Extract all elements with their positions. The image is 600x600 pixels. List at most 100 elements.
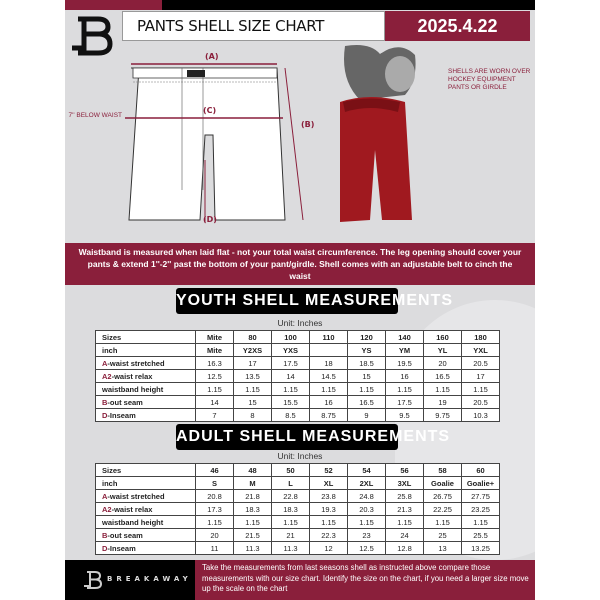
measure-label: Sizes [102, 465, 122, 475]
table-cell: 18.3 [271, 502, 310, 516]
table-cell: 1.15 [233, 515, 272, 529]
table-cell: 18.5 [347, 356, 386, 370]
table-cell: 27.75 [461, 489, 500, 503]
table-cell: 22.3 [309, 528, 348, 542]
table-cell: 18 [309, 356, 348, 370]
row-label: waistband height [95, 515, 196, 529]
table-cell: 12 [309, 541, 348, 555]
table-row: inch Mite Y2XS YXS YS YM YL YXL [95, 343, 500, 357]
table-cell [309, 343, 348, 357]
measure-code: B [102, 530, 108, 540]
table-cell: 20 [195, 528, 234, 542]
table-cell: 24.8 [347, 489, 386, 503]
top-bar [162, 0, 535, 10]
measure-label: -out seam [107, 530, 143, 540]
youth-unit-label: Unit: Inches [277, 318, 323, 328]
table-row: A-waist stretched 16.3 17 17.5 18 18.5 19.5 20 2… [95, 356, 500, 370]
table-cell: 100 [271, 330, 310, 344]
table-cell: 1.15 [195, 382, 234, 396]
table-row: D-Inseam 7 8 8.5 8.75 9 9.5 9.75 10.3 [95, 408, 500, 422]
table-cell: 16.5 [423, 369, 462, 383]
adult-size-table: Sizes 46 48 50 52 54 56 58 60 inch S M L XL 2XL 3XL Goal… [95, 463, 500, 555]
table-cell: 120 [347, 330, 386, 344]
table-cell: 1.15 [309, 382, 348, 396]
measure-code: A2 [102, 371, 112, 381]
table-cell: 21.3 [385, 502, 424, 516]
measure-label: inch [102, 345, 118, 355]
row-label: waistband height [95, 382, 196, 396]
table-cell: 17 [233, 356, 272, 370]
measure-code: A [102, 491, 108, 501]
table-cell: 12.5 [347, 541, 386, 555]
table-cell: 24 [385, 528, 424, 542]
measure-label: -out seam [107, 397, 143, 407]
shell-note: SHELLS ARE WORN OVER HOCKEY EQUIPMENT PA… [448, 68, 531, 91]
table-cell: 11 [195, 541, 234, 555]
table-cell: 20.5 [461, 395, 500, 409]
table-cell: 12.5 [195, 369, 234, 383]
table-cell: XL [309, 476, 348, 490]
table-cell: 52 [309, 463, 348, 477]
table-cell: 18.3 [233, 502, 272, 516]
table-cell: 23 [347, 528, 386, 542]
table-cell: 54 [347, 463, 386, 477]
label-c: (C) [203, 106, 217, 115]
adult-unit-label: Unit: Inches [277, 451, 323, 461]
table-cell: 80 [233, 330, 272, 344]
table-cell: 20.3 [347, 502, 386, 516]
table-cell: 17.5 [271, 356, 310, 370]
table-cell: 1.15 [461, 515, 500, 529]
table-cell: 1.15 [347, 515, 386, 529]
footer-logo-icon [84, 571, 103, 589]
table-cell: 58 [423, 463, 462, 477]
row-label: A-waist stretched [95, 489, 196, 503]
measure-code: B [102, 397, 108, 407]
row-label: D-Inseam [95, 408, 196, 422]
table-cell: 2XL [347, 476, 386, 490]
table-cell: 9.75 [423, 408, 462, 422]
label-b: (B) [301, 120, 315, 129]
table-cell: 1.15 [461, 382, 500, 396]
table-cell: 21.5 [233, 528, 272, 542]
adult-section-title: ADULT SHELL MEASUREMENTS [176, 424, 449, 450]
table-cell: 8 [233, 408, 272, 422]
size-chart-page: PANTS SHELL SIZE CHART 2025.4.22 (A) (C)… [65, 0, 535, 600]
table-cell: 12.8 [385, 541, 424, 555]
table-cell: 9.5 [385, 408, 424, 422]
row-label: Sizes [95, 330, 196, 344]
row-label: A2-waist relax [95, 502, 196, 516]
table-cell: 21 [271, 528, 310, 542]
table-cell: 180 [461, 330, 500, 344]
table-cell: 1.15 [347, 382, 386, 396]
table-cell: Y2XS [233, 343, 272, 357]
table-cell: 1.15 [423, 515, 462, 529]
top-bar-accent [65, 0, 162, 10]
table-cell: 19 [423, 395, 462, 409]
table-cell: Mite [195, 343, 234, 357]
measure-code: A2 [102, 504, 112, 514]
table-cell: 20 [423, 356, 462, 370]
youth-section-title: YOUTH SHELL MEASUREMENTS [176, 288, 452, 314]
table-cell: 1.15 [309, 515, 348, 529]
footer-brand-block [65, 560, 195, 600]
table-cell: 23.8 [309, 489, 348, 503]
brand-name: BREAKAWAY [107, 575, 192, 583]
table-cell: Goalie [423, 476, 462, 490]
measure-label: -waist stretched [107, 491, 165, 501]
page-title: PANTS SHELL SIZE CHART [122, 11, 385, 41]
table-row: A2-waist relax 12.5 13.5 14 14.5 15 16 16.5 17 [95, 369, 500, 383]
measure-code: D [102, 410, 108, 420]
table-cell: 8.5 [271, 408, 310, 422]
row-label: Sizes [95, 463, 196, 477]
table-row: B-out seam 14 15 15.5 16 16.5 17.5 19 20.5 [95, 395, 500, 409]
table-row: Sizes Mite 80 100 110 120 140 160 180 [95, 330, 500, 344]
table-cell: 15 [347, 369, 386, 383]
table-cell: 26.75 [423, 489, 462, 503]
row-label: B-out seam [95, 528, 196, 542]
table-cell: 16.5 [347, 395, 386, 409]
below-waist-note: 7'' BELOW WAIST [68, 112, 122, 119]
row-label: inch [95, 476, 196, 490]
table-cell: M [233, 476, 272, 490]
row-label: A-waist stretched [95, 356, 196, 370]
measure-label: waistband height [102, 517, 164, 527]
